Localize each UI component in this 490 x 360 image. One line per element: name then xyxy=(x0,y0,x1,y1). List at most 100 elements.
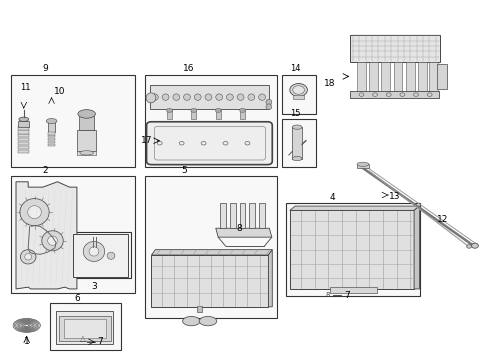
Text: 11: 11 xyxy=(20,83,30,92)
Text: 17: 17 xyxy=(141,136,152,145)
Ellipse shape xyxy=(240,108,245,112)
Ellipse shape xyxy=(21,249,36,264)
Text: 6: 6 xyxy=(74,294,80,303)
Text: 1: 1 xyxy=(24,337,29,346)
Ellipse shape xyxy=(293,86,304,94)
Ellipse shape xyxy=(184,94,191,100)
Bar xyxy=(192,109,196,119)
Bar xyxy=(259,203,265,228)
Bar xyxy=(11,176,135,293)
Bar xyxy=(240,109,245,119)
Bar xyxy=(429,62,438,93)
Text: 15: 15 xyxy=(290,109,300,118)
Ellipse shape xyxy=(42,231,63,251)
Bar xyxy=(290,210,414,289)
Polygon shape xyxy=(414,206,419,289)
Ellipse shape xyxy=(107,252,115,259)
Bar xyxy=(393,62,402,93)
Ellipse shape xyxy=(83,242,105,261)
Ellipse shape xyxy=(48,236,57,246)
Text: 7: 7 xyxy=(344,291,350,300)
Ellipse shape xyxy=(357,162,369,166)
Bar xyxy=(77,151,97,155)
Ellipse shape xyxy=(216,94,222,100)
Text: 5: 5 xyxy=(181,166,187,175)
Ellipse shape xyxy=(266,99,272,105)
Bar xyxy=(220,203,226,228)
Bar xyxy=(48,135,55,138)
Text: 4: 4 xyxy=(330,193,336,202)
Bar xyxy=(150,85,270,109)
Bar xyxy=(381,62,390,93)
Bar xyxy=(240,203,245,228)
Text: 3: 3 xyxy=(91,282,97,291)
Ellipse shape xyxy=(25,253,31,260)
Bar xyxy=(48,138,55,140)
Text: 2: 2 xyxy=(43,166,48,175)
Text: 8: 8 xyxy=(325,292,330,298)
Ellipse shape xyxy=(173,94,180,100)
Bar xyxy=(282,119,316,167)
Bar xyxy=(19,126,29,130)
Ellipse shape xyxy=(20,199,49,226)
Bar xyxy=(50,303,121,350)
Bar xyxy=(19,146,29,149)
Bar xyxy=(19,130,29,134)
Ellipse shape xyxy=(248,94,255,100)
Text: 14: 14 xyxy=(290,64,300,73)
Bar xyxy=(350,35,440,62)
Bar xyxy=(56,311,114,343)
Ellipse shape xyxy=(167,108,172,112)
Ellipse shape xyxy=(471,243,478,248)
Text: 12: 12 xyxy=(438,215,449,224)
Ellipse shape xyxy=(80,151,94,155)
Polygon shape xyxy=(216,228,272,237)
Bar xyxy=(406,62,415,93)
Ellipse shape xyxy=(199,316,217,326)
Bar xyxy=(350,91,440,98)
Bar xyxy=(438,64,447,89)
Bar xyxy=(167,109,172,119)
Ellipse shape xyxy=(292,125,302,129)
Ellipse shape xyxy=(146,93,156,103)
Bar xyxy=(59,316,111,341)
Polygon shape xyxy=(16,182,77,289)
Bar xyxy=(64,319,106,338)
Bar xyxy=(74,234,128,277)
Bar xyxy=(216,109,220,119)
Ellipse shape xyxy=(19,117,29,121)
Ellipse shape xyxy=(151,94,158,100)
Text: 7: 7 xyxy=(98,337,103,346)
Bar xyxy=(48,132,55,135)
Ellipse shape xyxy=(466,245,471,248)
Bar xyxy=(145,176,277,318)
Bar xyxy=(357,62,366,93)
Ellipse shape xyxy=(266,104,272,110)
Bar xyxy=(19,142,29,145)
Bar xyxy=(11,75,135,167)
Text: 8: 8 xyxy=(237,224,243,233)
Bar xyxy=(330,287,376,293)
Bar xyxy=(77,130,97,152)
Ellipse shape xyxy=(162,94,169,100)
Ellipse shape xyxy=(259,94,266,100)
Ellipse shape xyxy=(191,108,197,112)
Bar xyxy=(72,232,130,278)
Polygon shape xyxy=(151,249,272,255)
Bar xyxy=(230,203,236,228)
Ellipse shape xyxy=(195,94,201,100)
FancyBboxPatch shape xyxy=(147,122,272,165)
Ellipse shape xyxy=(78,110,96,118)
Bar xyxy=(282,75,316,114)
Bar xyxy=(48,144,55,146)
Bar xyxy=(48,141,55,143)
Bar xyxy=(19,134,29,138)
Text: 18: 18 xyxy=(323,79,335,88)
Bar xyxy=(369,62,378,93)
Ellipse shape xyxy=(46,118,57,123)
Polygon shape xyxy=(269,249,272,307)
Ellipse shape xyxy=(237,94,244,100)
Ellipse shape xyxy=(89,247,99,256)
Bar xyxy=(292,127,302,159)
Bar xyxy=(357,163,369,168)
